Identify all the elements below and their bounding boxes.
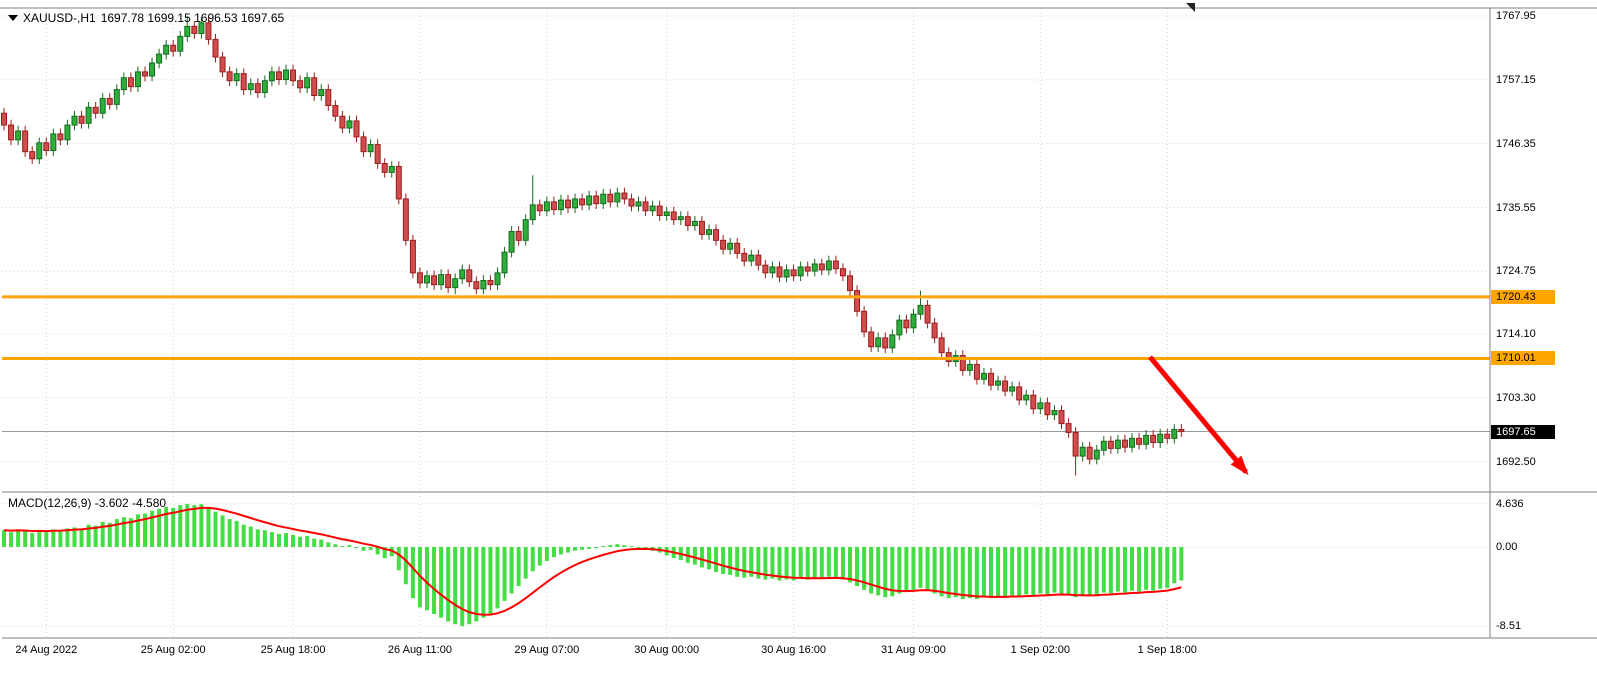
time-axis-label: 1 Sep 02:00: [1010, 644, 1071, 656]
time-axis-label: 25 Aug 18:00: [260, 644, 326, 656]
time-axis-label: 30 Aug 16:00: [761, 644, 827, 656]
price-axis-label: 1692.50: [1496, 456, 1536, 468]
price-axis-label: 1735.55: [1496, 201, 1536, 214]
price-axis-label: 1746.35: [1496, 137, 1536, 150]
time-axis-label: 31 Aug 09:00: [881, 644, 946, 656]
ohlc-readout: 1697.78 1699.15 1696.53 1697.65: [100, 11, 285, 25]
macd-axis-label: -8.51: [1496, 620, 1522, 633]
macd-signal-line: [3, 506, 1182, 616]
time-axis-label: 30 Aug 00:00: [634, 644, 700, 656]
symbol-dropdown-icon[interactable]: [8, 15, 18, 21]
macd-axis-label: 4.636: [1496, 497, 1524, 510]
time-axis-label: 29 Aug 07:00: [514, 644, 580, 656]
chart-shift-marker-icon[interactable]: [1186, 3, 1195, 12]
symbol-timeframe-label: XAUUSD-,H1: [23, 11, 96, 25]
trend-arrow[interactable]: [1148, 355, 1248, 474]
chart-header: XAUUSD-,H1 1697.78 1699.15 1696.53 1697.…: [8, 11, 284, 25]
price-level-tag: 1720.43: [1491, 289, 1555, 304]
price-axis-label: 1714.10: [1496, 328, 1536, 341]
price-axis-label: 1767.95: [1496, 10, 1536, 22]
time-axis-label: 1 Sep 18:00: [1137, 644, 1197, 656]
current-price-tag: 1697.65: [1491, 424, 1555, 439]
price-axis-label: 1724.75: [1496, 265, 1536, 278]
price-level-tag: 1710.01: [1491, 351, 1555, 366]
time-axis-label: 24 Aug 2022: [15, 644, 78, 656]
trend-arrow-head: [1230, 455, 1249, 476]
time-axis-label: 25 Aug 02:00: [140, 644, 206, 656]
macd-histogram: [2, 503, 1184, 627]
grid: [2, 8, 1490, 638]
macd-indicator-label: MACD(12,26,9) -3.602 -4.580: [8, 496, 167, 510]
price-axis-label: 1757.15: [1496, 73, 1536, 86]
macd-axis-label: 0.00: [1496, 541, 1518, 553]
candlesticks: [1, 16, 1185, 476]
time-axis-label: 26 Aug 11:00: [387, 644, 452, 656]
price-axis-label: 1703.30: [1496, 392, 1536, 405]
